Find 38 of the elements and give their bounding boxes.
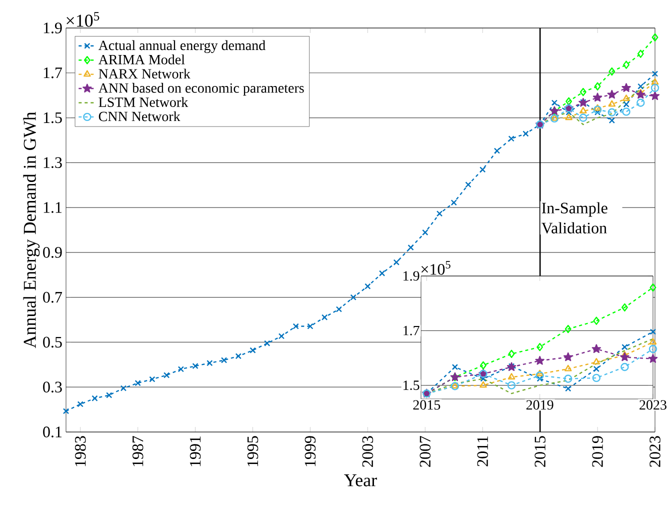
y-tick-label: 0.7 (43, 292, 62, 303)
x-axis-title: Year (344, 474, 377, 486)
legend-label: NARX Network (98, 68, 190, 79)
y-tick-label: 1.1 (44, 202, 62, 213)
x-tick-label: 1983 (74, 436, 86, 466)
x-tick-label: 1987 (132, 436, 144, 466)
x-tick-label: 2003 (362, 436, 374, 467)
x-tick-label: 2015 (534, 436, 546, 467)
x-tick-label: 2011 (477, 436, 488, 466)
legend-label: ARIMA Model (98, 54, 185, 64)
legend-label: Actual annual energy demand (98, 40, 266, 54)
y-tick-label: 1.7 (404, 326, 420, 336)
x-tick-label: 1999 (304, 436, 316, 466)
y-tick-label: 0.1 (43, 426, 62, 438)
x-tick-label: 2019 (592, 436, 603, 467)
y-tick-label: 1.9 (44, 22, 62, 34)
x-tick-label: 2023 (650, 436, 660, 467)
y-tick-label: 0.3 (43, 382, 62, 393)
y-tick-label: 1.7 (44, 67, 62, 78)
x-tick-label: 2007 (420, 436, 431, 467)
x-tick-label: 1995 (247, 436, 258, 466)
legend-label: LSTM Network (98, 97, 188, 107)
y-tick-label: 1.5 (404, 380, 420, 390)
x-tick-label: 2015 (413, 400, 440, 410)
y-tick-label: 0.5 (43, 336, 62, 348)
y-tick-label: 1.5 (44, 112, 62, 124)
y-tick-label: 1.9 (404, 271, 420, 281)
legend-label: ANN based on economic parameters (98, 82, 304, 96)
x-tick-label: 2019 (526, 400, 554, 410)
text: ×10$^{5}$ (66, 12, 100, 27)
y-axis-title: Annual Energy Demand in GWh (23, 112, 40, 348)
x-tick-label: 1991 (190, 436, 201, 466)
y-tick-label: 1.3 (44, 157, 62, 168)
annotation: ×10$^{5}$ (421, 261, 450, 275)
y-tick-label: 0.9 (43, 247, 62, 258)
x-tick-label: 2023 (640, 400, 666, 410)
ref-line-label: In-Sample Validation (541, 202, 608, 234)
legend-label: CNN Network (98, 111, 180, 122)
